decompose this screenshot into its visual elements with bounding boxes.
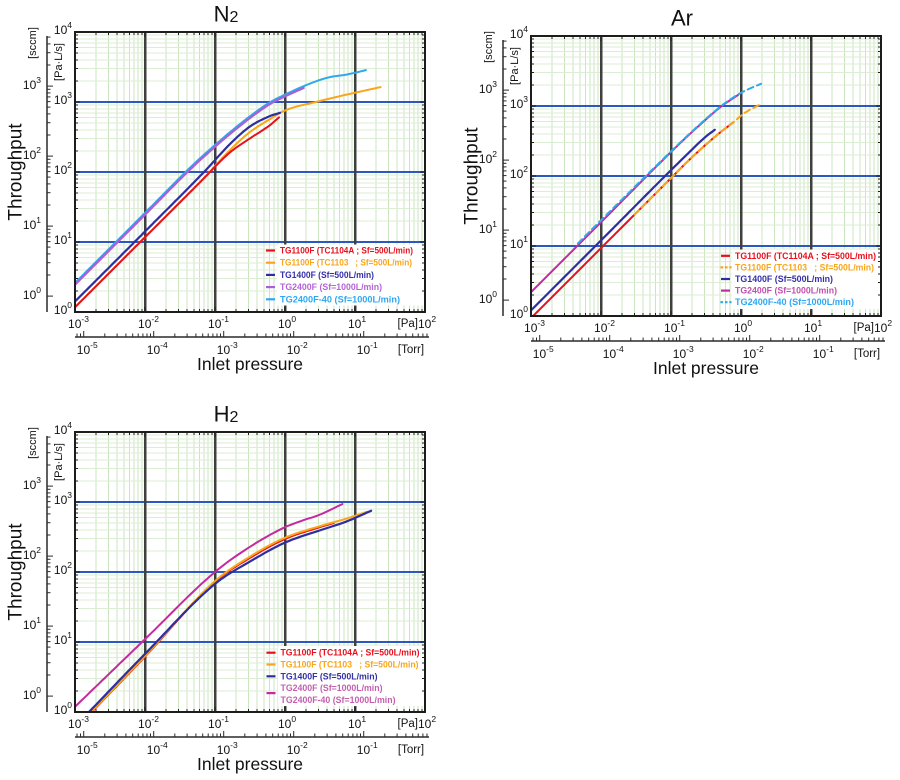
svg-text:Throughput: Throughput: [6, 523, 27, 621]
svg-text:TG2400F (Sf=1000L/min): TG2400F (Sf=1000L/min): [735, 286, 837, 296]
svg-text:TG1400F (Sf=500L/min): TG1400F (Sf=500L/min): [280, 270, 374, 280]
svg-text:[Torr]: [Torr]: [854, 348, 880, 360]
svg-text:TG2400F (Sf=1000L/min): TG2400F (Sf=1000L/min): [281, 683, 383, 693]
svg-text:Inlet pressure: Inlet pressure: [653, 358, 759, 378]
svg-text:[sccm]: [sccm]: [27, 427, 39, 459]
svg-text:Throughput: Throughput: [462, 127, 483, 225]
svg-text:[Pa]: [Pa]: [398, 318, 418, 330]
svg-text:TG1100F (TC1103 ; Sf=500L/mi: TG1100F (TC1103 ; Sf=500L/min): [735, 262, 874, 272]
svg-text:[Pa]: [Pa]: [854, 322, 874, 334]
svg-text:TG1100F (TC1103 ; Sf=500L/mi: TG1100F (TC1103 ; Sf=500L/min): [280, 258, 412, 268]
svg-text:Inlet pressure: Inlet pressure: [197, 354, 303, 374]
svg-text:TG1100F (TC1104A ; Sf=500L/min: TG1100F (TC1104A ; Sf=500L/min): [281, 648, 420, 658]
svg-text:[sccm]: [sccm]: [483, 31, 495, 63]
svg-text:TG1100F (TC1104A ; Sf=500L/min: TG1100F (TC1104A ; Sf=500L/min): [735, 251, 876, 261]
svg-text:[Pa·L/s]: [Pa·L/s]: [509, 47, 521, 85]
svg-text:[sccm]: [sccm]: [27, 27, 39, 59]
svg-text:Ar: Ar: [671, 6, 693, 31]
svg-text:TG2400F-40 (Sf=1000L/min): TG2400F-40 (Sf=1000L/min): [735, 297, 854, 307]
svg-text:TG2400F (Sf=1000L/min): TG2400F (Sf=1000L/min): [280, 282, 382, 292]
svg-text:[Pa·L/s]: [Pa·L/s]: [53, 43, 65, 81]
svg-text:TG1100F (TC1104A ; Sf=500L/min: TG1100F (TC1104A ; Sf=500L/min): [280, 246, 413, 256]
svg-text:[Pa·L/s]: [Pa·L/s]: [53, 443, 65, 481]
svg-text:TG2400F-40 (Sf=1000L/min): TG2400F-40 (Sf=1000L/min): [281, 695, 396, 705]
svg-text:TG1400F (Sf=500L/min): TG1400F (Sf=500L/min): [735, 274, 833, 284]
svg-text:[Torr]: [Torr]: [398, 744, 424, 756]
svg-text:TG1400F (Sf=500L/min): TG1400F (Sf=500L/min): [281, 671, 378, 681]
svg-text:Inlet pressure: Inlet pressure: [197, 754, 303, 774]
svg-text:Throughput: Throughput: [6, 123, 27, 221]
svg-text:[Pa]: [Pa]: [398, 718, 418, 730]
svg-text:[Torr]: [Torr]: [398, 344, 424, 356]
svg-text:TG1100F (TC1103 ; Sf=500L/mi: TG1100F (TC1103 ; Sf=500L/min): [281, 660, 419, 670]
svg-text:TG2400F-40 (Sf=1000L/min): TG2400F-40 (Sf=1000L/min): [280, 294, 400, 304]
